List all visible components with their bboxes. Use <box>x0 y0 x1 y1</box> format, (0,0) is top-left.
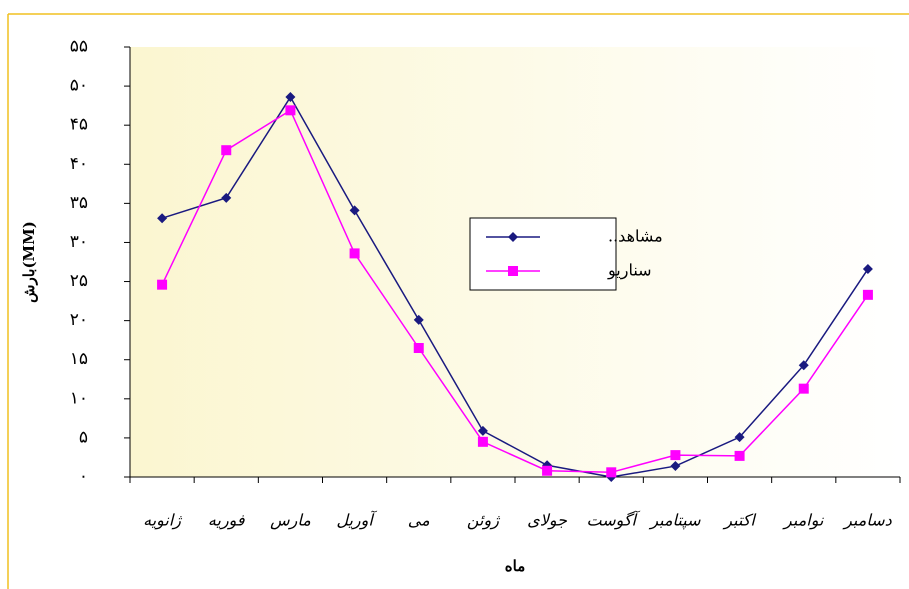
x-tick-label: آوریل <box>336 510 377 530</box>
marker-diamond <box>798 360 809 371</box>
marker-diamond <box>734 432 745 443</box>
marker-square <box>477 436 488 447</box>
marker-square <box>542 465 553 476</box>
marker-diamond <box>413 314 424 325</box>
y-axis-title: بارش(MM) <box>20 221 38 303</box>
marker-square <box>798 383 809 394</box>
marker-square <box>606 467 617 478</box>
x-tick-label: ژوئن <box>467 511 500 530</box>
marker-diamond <box>221 192 232 203</box>
marker-diamond <box>285 92 296 103</box>
marker-square <box>734 450 745 461</box>
marker-square <box>413 343 424 353</box>
x-axis-title: ماه <box>505 557 525 575</box>
y-tick-label: ۲۵ <box>70 271 88 291</box>
y-tick-label: ۳۵ <box>70 193 88 213</box>
series-line <box>161 109 869 474</box>
marker-diamond <box>157 213 168 224</box>
x-tick-label: نوامبر <box>782 511 824 530</box>
marker-diamond <box>862 264 873 275</box>
marker-square <box>157 279 168 290</box>
marker-diamond <box>477 425 488 436</box>
y-tick-label: ۲۰ <box>70 310 88 330</box>
y-tick-label: ۵ <box>79 427 88 447</box>
x-tick-label: جولای <box>527 511 567 530</box>
legend-marker <box>508 266 518 276</box>
legend-box <box>469 217 617 291</box>
marker-square <box>862 289 873 300</box>
marker-square <box>221 145 232 156</box>
marker-square <box>285 105 296 116</box>
x-tick-label: اکتبر <box>722 511 756 530</box>
x-tick-label: مارس <box>270 511 311 530</box>
x-tick-label: سپتامبر <box>648 511 701 530</box>
y-tick-label: ۵۰ <box>70 76 88 96</box>
y-tick-label: ۴۵ <box>70 115 88 135</box>
marker-diamond <box>349 205 360 216</box>
legend-label: مشاهد.. <box>608 227 663 246</box>
y-tick-label: ۳۰ <box>70 232 88 252</box>
y-tick-label: ۵۵ <box>70 37 88 57</box>
y-tick-label: ۱۵ <box>70 349 88 369</box>
legend-label: سناریو <box>607 261 652 280</box>
legend: مشاهد.. سناریو <box>469 217 663 291</box>
x-tick-label: فوریه <box>208 511 245 530</box>
x-tick-label: دسامبر <box>842 511 893 530</box>
y-tick-label: ۱۰ <box>70 388 88 408</box>
marker-square <box>670 450 681 461</box>
marker-diamond <box>670 461 681 472</box>
series-line <box>161 95 869 478</box>
y-tick-label: ۴۰ <box>70 154 88 174</box>
marker-square <box>349 248 360 259</box>
x-tick-label: ژانویه <box>143 511 182 530</box>
legend-marker <box>508 232 518 242</box>
x-tick-label: آگوست <box>587 510 641 530</box>
y-tick-label: ۰ <box>79 467 88 487</box>
x-tick-label: می <box>408 511 430 530</box>
